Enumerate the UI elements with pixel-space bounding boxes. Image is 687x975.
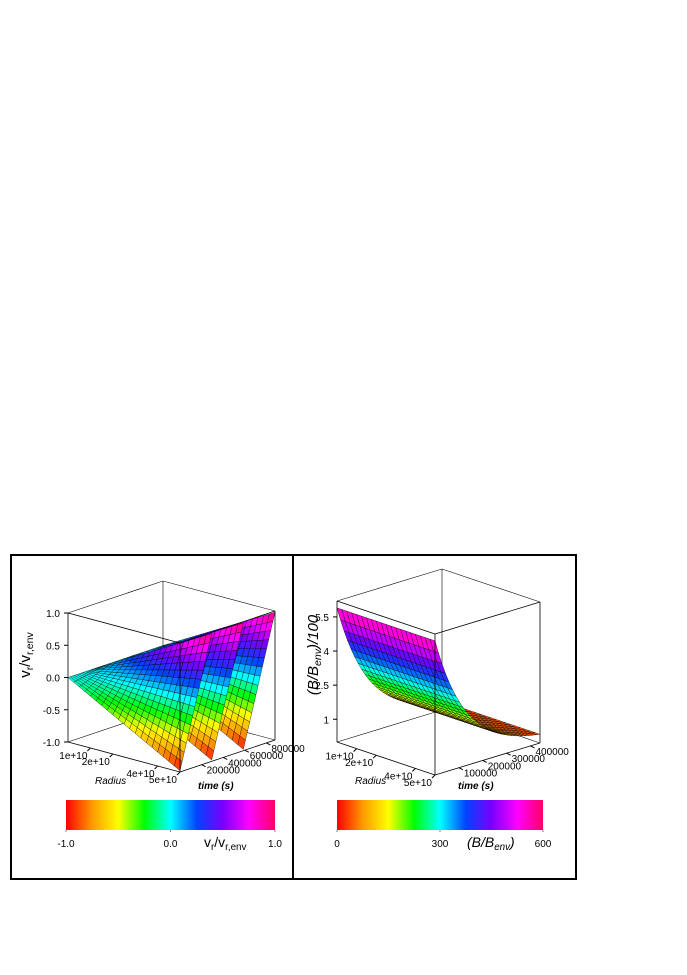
colorbar-tick-label: 300 (432, 839, 449, 850)
label-part: (B/B (305, 666, 322, 695)
x-tick-label: 2e+10 (82, 757, 111, 768)
z-tick-label: 4 (323, 647, 329, 658)
subscript: env (312, 648, 324, 666)
colorbar-tick-label: 1.0 (268, 839, 282, 850)
subscript: r,env (225, 842, 246, 853)
x-axis-title: Radius (355, 776, 386, 787)
box-edge (162, 580, 276, 612)
z-tick-label: -1.0 (43, 738, 61, 749)
label-part: /v (214, 834, 225, 850)
box-edge (336, 741, 436, 776)
surface-cell (237, 735, 246, 750)
y-tick (482, 760, 487, 763)
colorbar (337, 800, 543, 830)
subscript: r (24, 666, 36, 670)
axis-title: (B/Benv) (467, 834, 515, 853)
axis-title: vr/vr,env (204, 834, 246, 853)
x-tick-label: 1e+10 (59, 751, 88, 762)
y-tick (201, 764, 206, 768)
z-tick-label: -0.5 (43, 706, 61, 717)
x-tick (412, 768, 416, 772)
z-tick-label: 1.0 (46, 609, 60, 620)
y-tick-label: 200000 (207, 766, 241, 777)
label-part: )/100 (305, 614, 322, 651)
x-tick (87, 747, 91, 752)
box-edge (434, 601, 541, 635)
x-axis-title: Radius (95, 776, 126, 787)
x-tick (372, 754, 377, 759)
box-edge (336, 600, 436, 635)
y-tick-label: 200000 (488, 761, 522, 772)
x-tick-label: 1e+10 (326, 752, 355, 763)
y-tick (222, 757, 228, 760)
x-tick-label: 4e+10 (127, 769, 156, 780)
x-tick (353, 748, 357, 752)
z-tick-label: 1 (323, 715, 329, 726)
subscript: r,env (24, 632, 36, 656)
x-tick (154, 765, 158, 770)
x-tick-label: 5e+10 (149, 775, 178, 786)
subscript: r (211, 842, 215, 853)
y-axis-title: time (s) (458, 781, 494, 792)
y-tick-label: 300000 (512, 754, 546, 765)
colorbar-tick-label: 0.0 (164, 839, 178, 850)
y-tick-label: 400000 (535, 747, 569, 758)
colorbar (66, 800, 275, 830)
y-tick-label: 100000 (464, 769, 498, 780)
box-edge (441, 568, 541, 603)
colorbar-tick-label: 0 (334, 839, 340, 850)
x-tick-label: 2e+10 (345, 758, 374, 769)
y-tick-label: 800000 (271, 744, 305, 755)
label-part: v (204, 834, 211, 850)
x-tick-label: 5e+10 (404, 778, 433, 789)
y-tick (506, 752, 511, 756)
surface-cell (205, 746, 214, 761)
z-tick-label: 0.5 (46, 641, 60, 652)
z-tick-label: 0.0 (46, 674, 60, 685)
box-edge (336, 568, 443, 602)
axis-title: vr/vr,env (17, 632, 36, 678)
y-tick (458, 767, 464, 771)
label-part: /v (17, 655, 34, 667)
y-tick-label: 600000 (250, 751, 284, 762)
box-edge (67, 580, 164, 614)
box-edge (434, 742, 541, 776)
label-part: (B/B (467, 834, 494, 850)
surface-cell (267, 612, 276, 623)
x-tick (176, 771, 181, 776)
x-tick-label: 4e+10 (384, 771, 413, 782)
box-edge (179, 610, 276, 644)
x-tick (109, 753, 114, 758)
y-tick-label: 400000 (228, 758, 262, 769)
x-tick (431, 774, 436, 779)
subscript: env (494, 842, 511, 853)
y-tick (244, 749, 249, 753)
y-axis-title: time (s) (198, 781, 234, 792)
box-edge (179, 739, 276, 773)
box-edge (67, 741, 181, 773)
box-edge (336, 709, 443, 743)
colorbar-tick-label: -1.0 (57, 839, 75, 850)
box-edge (67, 612, 181, 644)
label-part: v (17, 670, 34, 678)
y-tick (266, 742, 271, 746)
label-part: ) (508, 834, 515, 850)
z-tick-label: 2.5 (315, 681, 329, 692)
y-tick (530, 745, 535, 749)
z-tick-label: 5.5 (315, 613, 329, 624)
colorbar-tick-label: 600 (535, 839, 552, 850)
surface-cell (429, 638, 439, 654)
axis-title: (B/Benv)/100 (305, 614, 324, 695)
